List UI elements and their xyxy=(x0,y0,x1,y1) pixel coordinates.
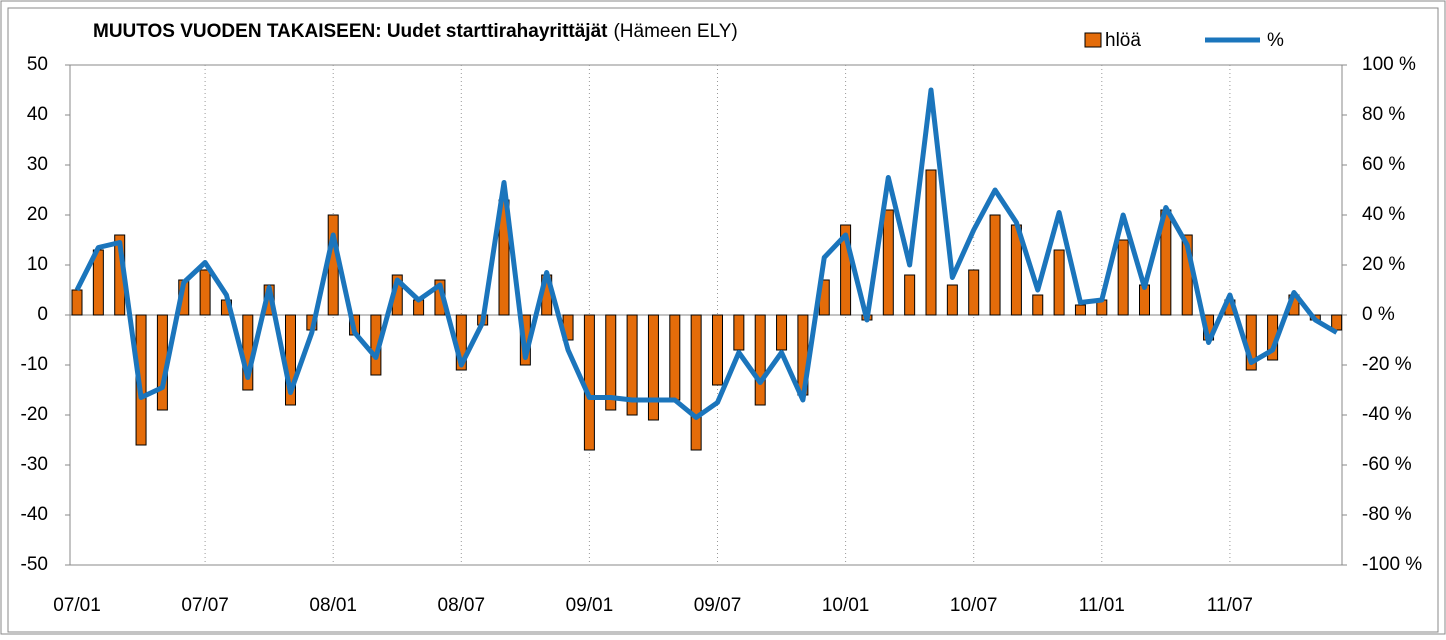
bar xyxy=(1117,239,1129,316)
bar xyxy=(669,314,681,401)
bar xyxy=(690,314,702,451)
legend-label: hlöä xyxy=(1105,30,1141,51)
bar xyxy=(626,314,638,416)
x-tick-label: 08/07 xyxy=(438,595,486,616)
y-tick-label: 10 xyxy=(27,254,48,275)
y-tick-label: -10 xyxy=(21,354,48,375)
bar xyxy=(968,269,980,316)
y2-tick-label: 60 % xyxy=(1362,154,1405,175)
chart-frame xyxy=(7,7,1439,633)
chart-title: MUUTOS VUODEN TAKAISEEN: Uudet starttira… xyxy=(93,21,738,42)
y2-tick-label: 20 % xyxy=(1362,254,1405,275)
y2-tick-label: -60 % xyxy=(1362,454,1412,475)
bar xyxy=(1032,294,1044,316)
x-tick-label: 10/07 xyxy=(950,595,998,616)
legend-swatch xyxy=(1084,32,1102,48)
bar xyxy=(733,314,745,351)
y-tick-label: -20 xyxy=(21,404,48,425)
bar xyxy=(1053,249,1065,316)
y-tick-label: 40 xyxy=(27,104,48,125)
y-tick-label: -50 xyxy=(21,554,48,575)
y-tick-label: -40 xyxy=(21,504,48,525)
y-tick-label: 30 xyxy=(27,154,48,175)
bar xyxy=(583,314,595,451)
y2-tick-label: -40 % xyxy=(1362,404,1412,425)
y2-tick-label: -20 % xyxy=(1362,354,1412,375)
bar xyxy=(882,209,894,316)
x-tick-label: 08/01 xyxy=(309,595,357,616)
y2-tick-label: 100 % xyxy=(1362,54,1416,75)
y2-tick-label: 0 % xyxy=(1362,304,1395,325)
y-tick-label: -30 xyxy=(21,454,48,475)
bar xyxy=(647,314,659,421)
y-tick-label: 0 xyxy=(37,304,48,325)
bar xyxy=(1074,304,1086,316)
title: MUUTOS VUODEN TAKAISEEN: Uudet starttira… xyxy=(93,21,608,42)
bar xyxy=(71,289,83,316)
y2-tick-label: -80 % xyxy=(1362,504,1412,525)
y2-tick-label: 80 % xyxy=(1362,104,1405,125)
subtitle: (Hämeen ELY) xyxy=(613,21,737,42)
bar xyxy=(776,314,788,351)
bar xyxy=(605,314,617,411)
x-tick-label: 09/07 xyxy=(694,595,742,616)
y-tick-label: 50 xyxy=(27,54,48,75)
y-tick-label: 20 xyxy=(27,204,48,225)
x-tick-label: 11/07 xyxy=(1207,595,1253,616)
y2-tick-label: 40 % xyxy=(1362,204,1405,225)
x-tick-label: 11/01 xyxy=(1079,595,1125,616)
y2-tick-label: -100 % xyxy=(1362,554,1422,575)
bar xyxy=(925,169,937,316)
x-tick-label: 07/01 xyxy=(53,595,101,616)
x-tick-label: 09/01 xyxy=(566,595,614,616)
x-tick-label: 07/07 xyxy=(181,595,229,616)
legend-label: % xyxy=(1267,30,1284,51)
bar xyxy=(904,274,916,316)
bar xyxy=(989,214,1001,316)
bar xyxy=(712,314,723,386)
x-tick-label: 10/01 xyxy=(822,595,870,616)
line xyxy=(74,87,1338,420)
bar xyxy=(199,269,211,316)
bar xyxy=(840,224,852,316)
bar xyxy=(327,214,339,316)
bar xyxy=(754,314,766,406)
bar xyxy=(946,284,958,316)
